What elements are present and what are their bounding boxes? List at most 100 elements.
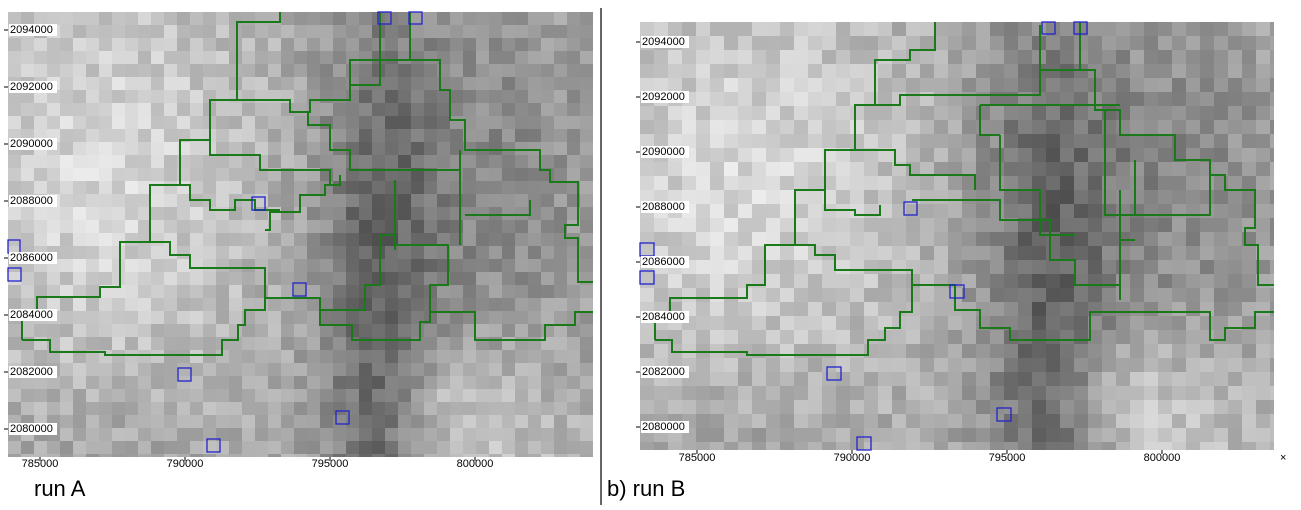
raster-cell [411,428,424,441]
raster-cell [489,389,502,402]
raster-cell [808,372,822,386]
raster-cell [1228,134,1242,148]
raster-cell [808,162,822,176]
raster-cell [836,358,850,372]
raster-cell [125,285,138,298]
raster-cell [99,389,112,402]
raster-cell [780,260,794,274]
raster-cell [948,148,962,162]
raster-cell [906,134,920,148]
raster-cell [281,324,294,337]
raster-cell [242,51,255,64]
raster-cell [8,402,21,415]
y-tick-label: 2088000 [10,195,53,207]
raster-cell [554,207,567,220]
site [377,11,392,25]
raster-cell [437,272,450,285]
raster-cell [1074,344,1088,358]
raster-cell [411,298,424,311]
raster-cell [151,77,164,90]
raster-cell [307,311,320,324]
raster-cell [8,103,21,116]
raster-cell [1172,330,1186,344]
raster-cell [489,376,502,389]
raster-cell [990,78,1004,92]
raster-cell [696,50,710,64]
raster-cell [411,142,424,155]
raster-cell [229,90,242,103]
raster-cell [216,311,229,324]
raster-cell [164,25,177,38]
raster-cell [1032,428,1046,442]
raster-cell [724,330,738,344]
raster-cell [1200,428,1214,442]
raster-cell [190,77,203,90]
raster-cell [177,90,190,103]
raster-cell [125,194,138,207]
site [7,267,22,282]
raster-cell [203,285,216,298]
raster-cell [976,442,990,450]
raster-cell [190,298,203,311]
raster-cell [567,116,580,129]
raster-cell [502,38,515,51]
raster-cell [948,190,962,204]
raster-cell [385,181,398,194]
raster-cell [463,116,476,129]
raster-cell [151,389,164,402]
raster-cell [268,428,281,441]
raster-cell [1032,274,1046,288]
raster-cell [307,363,320,376]
raster-cell [1046,442,1060,450]
raster-cell [1130,442,1144,450]
raster-cell [437,194,450,207]
raster-cell [177,194,190,207]
raster-cell [502,116,515,129]
raster-cell [990,148,1004,162]
raster-cell [385,376,398,389]
raster-cell [934,204,948,218]
raster-cell [385,129,398,142]
raster-cell [515,38,528,51]
raster-cell [99,168,112,181]
raster-cell [962,274,976,288]
raster-cell [554,337,567,350]
site [1041,21,1056,35]
raster-cell [242,272,255,285]
raster-cell [1186,428,1200,442]
raster-cell [8,38,21,51]
raster-cell [1046,22,1060,36]
raster-cell [346,311,359,324]
raster-cell [780,372,794,386]
raster-cell [668,162,682,176]
raster-cell [850,64,864,78]
raster-cell [86,454,99,457]
raster-cell [8,324,21,337]
raster-cell [463,376,476,389]
raster-cell [125,402,138,415]
raster-cell [766,442,780,450]
raster-cell [281,77,294,90]
raster-cell [1074,386,1088,400]
raster-cell [794,204,808,218]
raster-cell [99,181,112,194]
raster-cell [1116,78,1130,92]
raster-cell [1102,36,1116,50]
raster-cell [34,51,47,64]
raster-cell [333,142,346,155]
raster-cell [766,372,780,386]
raster-cell [1200,372,1214,386]
raster-cell [808,442,822,450]
raster-cell [515,285,528,298]
raster-cell [359,350,372,363]
raster-cell [668,442,682,450]
raster-cell [962,176,976,190]
raster-cell [1060,414,1074,428]
raster-cell [1172,50,1186,64]
raster-cell [1130,232,1144,246]
raster-cell [836,78,850,92]
raster-cell [372,376,385,389]
raster-cell [1018,218,1032,232]
raster-cell [268,298,281,311]
raster-cell [502,129,515,142]
